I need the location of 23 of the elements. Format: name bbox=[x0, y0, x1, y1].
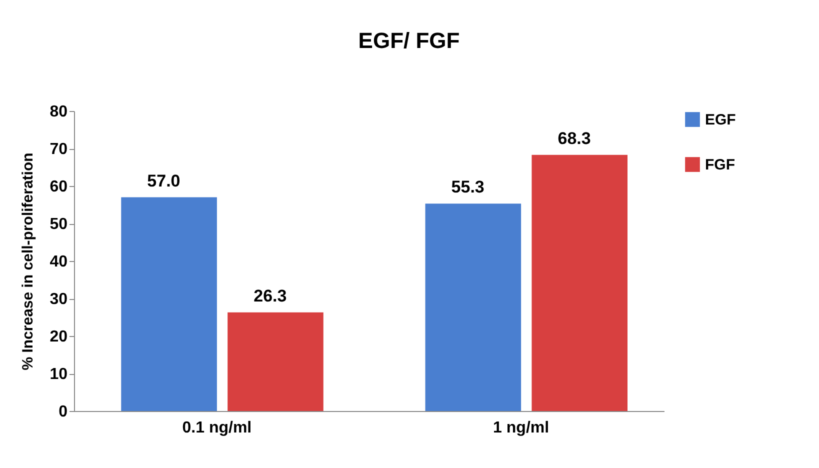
bar bbox=[532, 154, 628, 411]
y-tick-label: 70 bbox=[50, 141, 68, 158]
data-label: 55.3 bbox=[451, 178, 484, 197]
x-tick-label: 0.1 ng/ml bbox=[182, 420, 252, 436]
y-tick-label: 10 bbox=[50, 366, 68, 383]
y-tick-label: 40 bbox=[50, 254, 68, 270]
y-tick-label: 0 bbox=[58, 404, 68, 420]
y-tick-label: 20 bbox=[50, 328, 68, 346]
legend-label: FGF bbox=[705, 156, 735, 174]
bar bbox=[425, 204, 522, 411]
y-tick-label: 60 bbox=[50, 178, 68, 196]
y-tick-label: 50 bbox=[50, 216, 68, 233]
bar bbox=[121, 197, 217, 411]
y-axis-title: % Increase in cell-proliferation bbox=[20, 152, 37, 370]
y-tick-label: 80 bbox=[50, 104, 68, 120]
x-tick-label: 1 ng/ml bbox=[493, 420, 550, 436]
data-label: 68.3 bbox=[558, 128, 591, 148]
chart-title: EGF/ FGF bbox=[358, 28, 460, 53]
bar bbox=[228, 312, 324, 411]
y-tick-label: 30 bbox=[50, 291, 68, 308]
legend-label: EGF bbox=[705, 112, 736, 128]
data-label: 26.3 bbox=[254, 286, 287, 306]
data-label: 57.0 bbox=[147, 171, 180, 190]
